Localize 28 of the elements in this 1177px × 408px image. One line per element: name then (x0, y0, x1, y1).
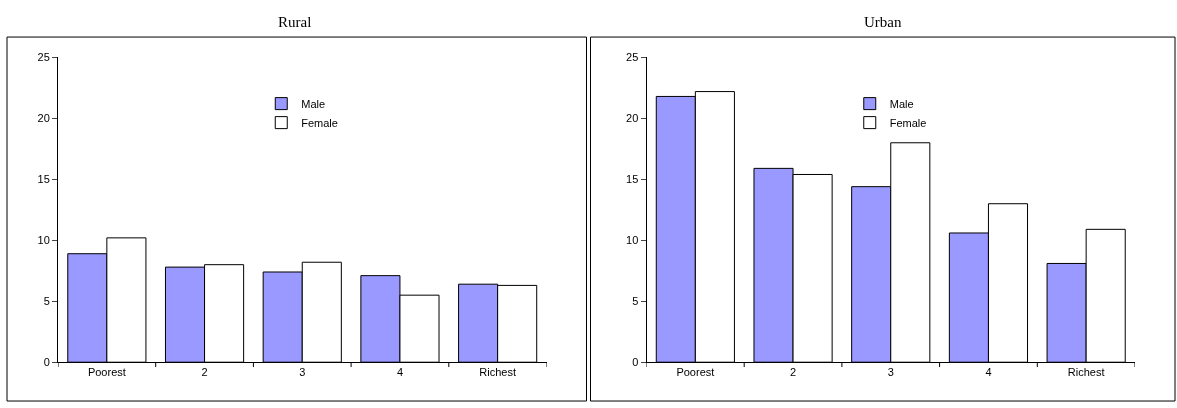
y-tick-label: 20 (626, 112, 639, 125)
chart-title: Rural (278, 14, 312, 30)
legend-label: Male (889, 97, 914, 110)
y-tick-label: 10 (626, 234, 639, 247)
x-tick-label: 4 (396, 366, 404, 379)
y-tick-label: 10 (37, 234, 50, 247)
legend-label: Male (301, 97, 326, 110)
legend-label: Female (301, 116, 338, 129)
y-tick-label: 5 (43, 295, 50, 308)
x-tick-label: Richest (1067, 366, 1105, 379)
chart-title: Urban (864, 14, 902, 30)
y-tick-label: 25 (37, 51, 50, 64)
y-tick-label: 15 (626, 173, 639, 186)
y-tick-label: 0 (632, 356, 639, 369)
x-tick-label: 2 (201, 366, 208, 379)
y-tick-label: 15 (37, 173, 50, 186)
x-tick-label: Richest (479, 366, 516, 379)
y-tick-label: 20 (37, 112, 50, 125)
y-tick-label: 25 (626, 51, 639, 64)
x-tick-label: 3 (299, 366, 306, 379)
y-tick-label: 5 (632, 295, 639, 308)
x-tick-label: Poorest (87, 366, 126, 379)
x-tick-label: 4 (985, 366, 992, 379)
legend-label: Female (889, 116, 927, 129)
y-tick-label: 0 (43, 356, 50, 369)
x-tick-label: Poorest (676, 366, 715, 379)
x-tick-label: 3 (887, 366, 894, 379)
x-tick-label: 2 (789, 366, 797, 379)
